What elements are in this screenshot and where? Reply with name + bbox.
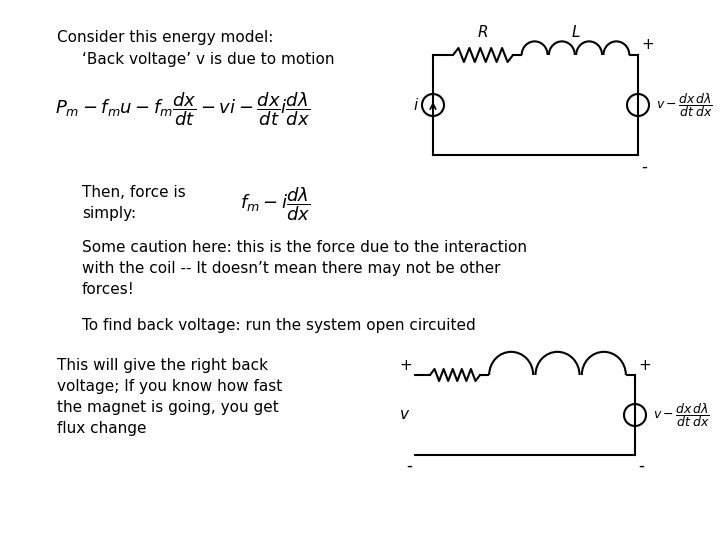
Text: $v - \dfrac{dx}{dt}\dfrac{d\lambda}{dx}$: $v - \dfrac{dx}{dt}\dfrac{d\lambda}{dx}$ [656,91,713,119]
Text: -: - [641,158,647,176]
Text: Consider this energy model:: Consider this energy model: [57,30,274,45]
Text: This will give the right back
voltage; If you know how fast
the magnet is going,: This will give the right back voltage; I… [57,358,282,436]
Text: $R$: $R$ [477,24,489,40]
Text: $f_{m} - i\dfrac{d\lambda}{dx}$: $f_{m} - i\dfrac{d\lambda}{dx}$ [240,185,310,222]
Text: ‘Back voltage’ v is due to motion: ‘Back voltage’ v is due to motion [82,52,335,67]
Text: Then, force is
simply:: Then, force is simply: [82,185,186,221]
Text: $v - \dfrac{dx}{dt}\dfrac{d\lambda}{dx}$: $v - \dfrac{dx}{dt}\dfrac{d\lambda}{dx}$ [653,401,710,429]
Text: +: + [638,358,651,373]
Text: -: - [638,457,644,475]
Text: $P_{m} - f_{m}u - f_{m}\dfrac{dx}{dt} - vi - \dfrac{dx}{dt}i\dfrac{d\lambda}{dx}: $P_{m} - f_{m}u - f_{m}\dfrac{dx}{dt} - … [55,90,310,127]
Text: $v$: $v$ [399,408,410,422]
Text: -: - [406,457,412,475]
Text: Some caution here: this is the force due to the interaction
with the coil -- It : Some caution here: this is the force due… [82,240,527,297]
Text: +: + [641,37,654,52]
Text: To find back voltage: run the system open circuited: To find back voltage: run the system ope… [82,318,476,333]
Text: +: + [400,358,412,373]
Text: $i$: $i$ [413,97,419,113]
Text: $L$: $L$ [571,24,580,40]
